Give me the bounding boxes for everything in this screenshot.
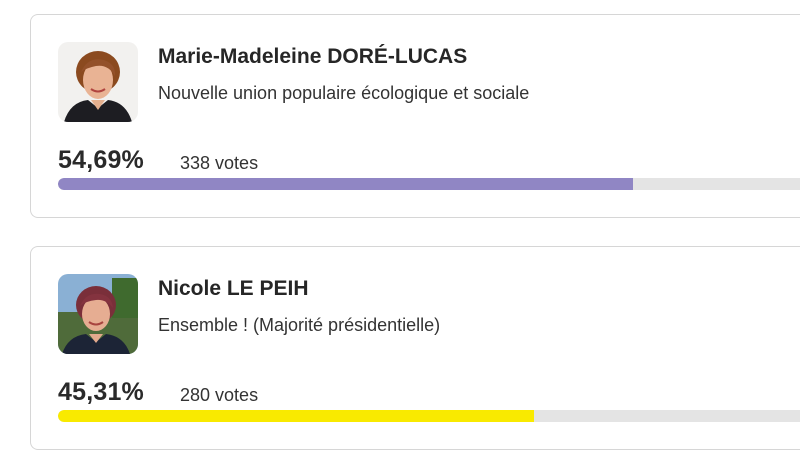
vote-percentage: 45,31% [58,378,144,406]
vote-progress-fill [58,410,535,422]
vote-progress-bar [58,178,800,190]
vote-percentage: 54,69% [58,146,144,174]
candidate-name: Nicole LE PEIH [158,277,309,300]
vote-count: 338 votes [180,153,258,174]
vote-count-number: 338 [180,153,211,173]
vote-progress-fill [58,178,634,190]
candidate-card: Marie-Madeleine DORÉ-LUCAS Nouvelle unio… [30,14,800,218]
vote-progress-bar [58,410,800,422]
candidate-name: Marie-Madeleine DORÉ-LUCAS [158,45,468,68]
candidate-photo [58,42,138,122]
candidate-party: Ensemble ! (Majorité présidentielle) [158,315,441,335]
vote-count-label: votes [215,153,259,173]
vote-count: 280 votes [180,385,258,406]
candidate-party: Nouvelle union populaire écologique et s… [158,83,530,103]
vote-count-number: 280 [180,385,211,405]
candidate-photo [58,274,138,354]
vote-count-label: votes [215,385,259,405]
candidate-card: Nicole LE PEIH Ensemble ! (Majorité prés… [30,246,800,450]
